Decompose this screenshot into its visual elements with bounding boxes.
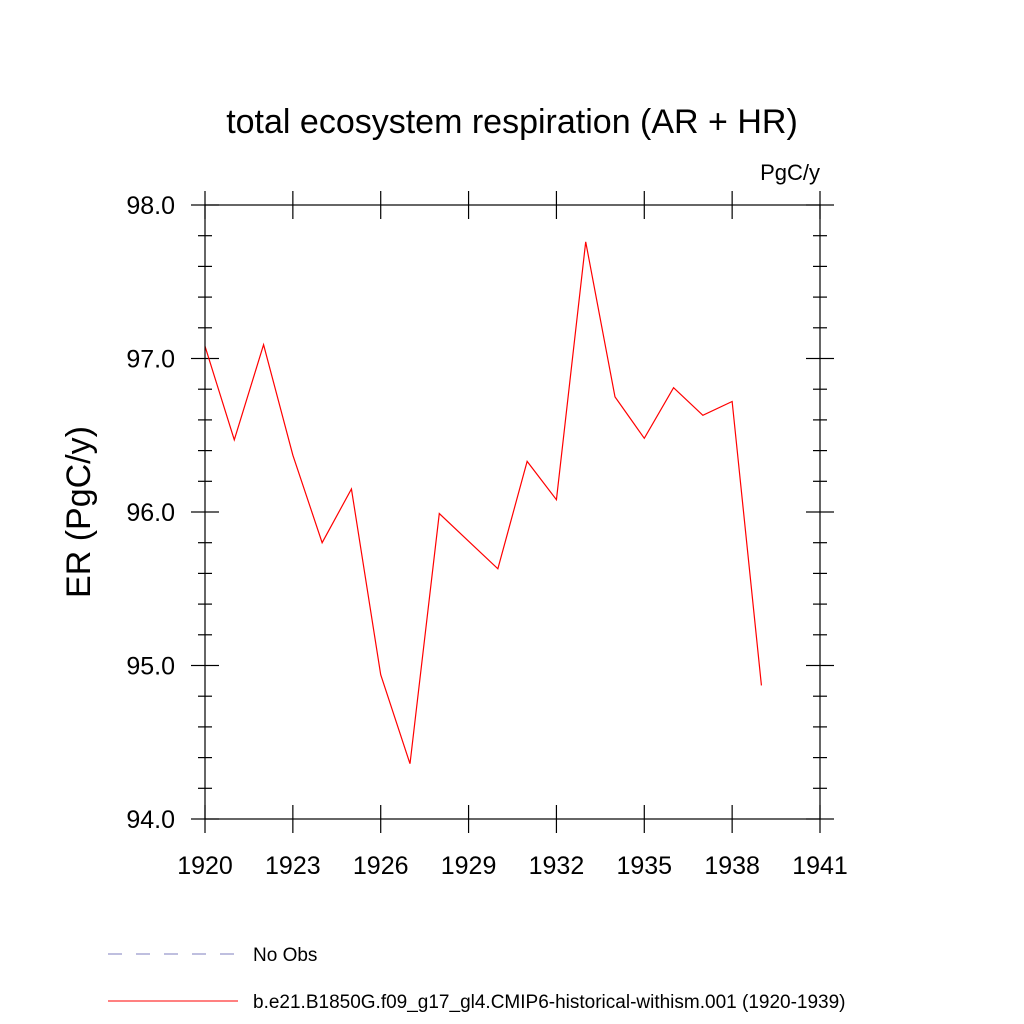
- x-tick-label: 1929: [441, 852, 497, 880]
- y-tick-label: 96.0: [126, 499, 175, 527]
- y-tick-label: 97.0: [126, 346, 175, 374]
- series: [204, 241, 763, 764]
- x-tick-label: 1932: [529, 852, 585, 880]
- x-tick-label: 1926: [353, 852, 409, 880]
- tick-labels: 1920 1923 1926 1929 1932 1935 1938 1941 94.0 95.0…: [126, 192, 847, 880]
- y-tick-label: 98.0: [126, 192, 175, 220]
- x-tick-label: 1920: [177, 852, 233, 880]
- legend-label: b.e21.B1850G.f09_g17_gl4.CMIP6-historica…: [253, 992, 846, 1013]
- series-line: [204, 241, 763, 764]
- chart-title: total ecosystem respiration (AR + HR): [226, 103, 798, 141]
- units-label: PgC/y: [760, 160, 820, 185]
- plot-frame: [204, 204, 821, 820]
- axis-ticks: [191, 191, 834, 833]
- legend: No Obs b.e21.B1850G.f09_g17_gl4.CMIP6-his…: [108, 945, 846, 1013]
- x-tick-label: 1941: [792, 852, 848, 880]
- y-tick-label: 95.0: [126, 653, 175, 681]
- x-tick-label: 1938: [704, 852, 760, 880]
- x-tick-label: 1923: [265, 852, 321, 880]
- x-tick-label: 1935: [616, 852, 672, 880]
- y-axis-label: ER (PgC/y): [60, 426, 98, 598]
- legend-label: No Obs: [253, 945, 317, 966]
- y-tick-label: 94.0: [126, 806, 175, 834]
